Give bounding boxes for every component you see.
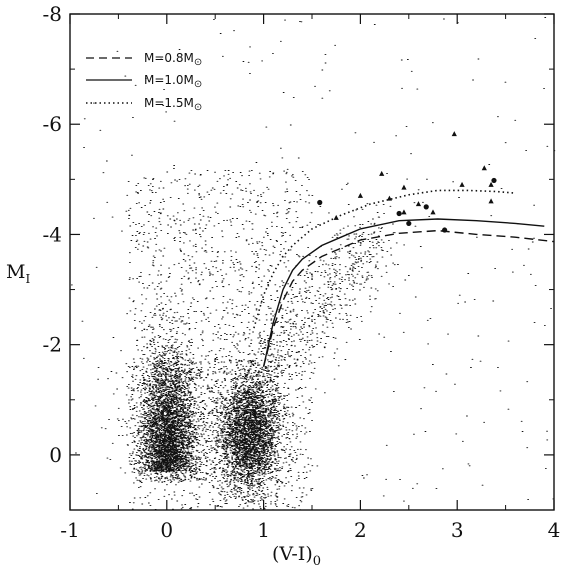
triangle-star (401, 184, 407, 190)
y-axis-title: MI (6, 261, 30, 286)
circle-star (442, 227, 448, 233)
x-tick-label: 4 (548, 518, 561, 542)
track-dotted (253, 189, 516, 329)
field-star-points (70, 13, 556, 511)
x-tick-label: 2 (354, 518, 367, 542)
triangle-star (481, 165, 487, 171)
legend-label-1: M=1.0M⊙ (144, 73, 202, 90)
triangle-star (401, 209, 407, 215)
triangle-star (459, 181, 465, 187)
y-tick-label: -4 (43, 222, 62, 246)
circle-star (406, 220, 412, 227)
legend: M=0.8M⊙ M=1.0M⊙ M=1.5M⊙ (86, 51, 202, 113)
triangle-star (357, 192, 363, 198)
axis-tick-labels: -1 0 1 2 3 4 0 -2 -4 -6 -8 (43, 2, 561, 542)
track-solid (262, 218, 545, 367)
circle-star (423, 204, 429, 210)
triangle-star (488, 198, 494, 204)
y-tick-label: -2 (43, 333, 62, 357)
y-tick-label: -6 (43, 112, 62, 136)
triangle-star (386, 195, 393, 201)
legend-label-0: M=0.8M⊙ (144, 51, 202, 68)
legend-label-2: M=1.5M⊙ (144, 96, 202, 113)
circle-star (317, 199, 323, 206)
x-tick-label: 1 (257, 518, 270, 542)
field-star-scatter (70, 13, 556, 511)
track-dashed (262, 229, 555, 367)
triangle-star (415, 201, 422, 207)
evolutionary-tracks (253, 189, 555, 367)
x-axis-title: (V-I)0 (272, 543, 321, 569)
y-tick-label: -8 (43, 2, 62, 26)
triangle-star (488, 181, 494, 187)
axis-ticks (69, 13, 555, 511)
y-tick-label: 0 (49, 443, 62, 467)
highlighted-stars (317, 131, 497, 233)
x-tick-label: 0 (160, 518, 173, 542)
plot-frame (69, 13, 555, 511)
triangle-star (451, 131, 457, 137)
x-tick-label: -1 (60, 518, 79, 542)
triangle-star (333, 214, 339, 220)
circle-star (396, 210, 402, 217)
triangle-star (379, 170, 385, 176)
triangle-star (430, 209, 436, 215)
x-tick-label: 3 (451, 518, 464, 542)
circle-star (491, 177, 497, 184)
